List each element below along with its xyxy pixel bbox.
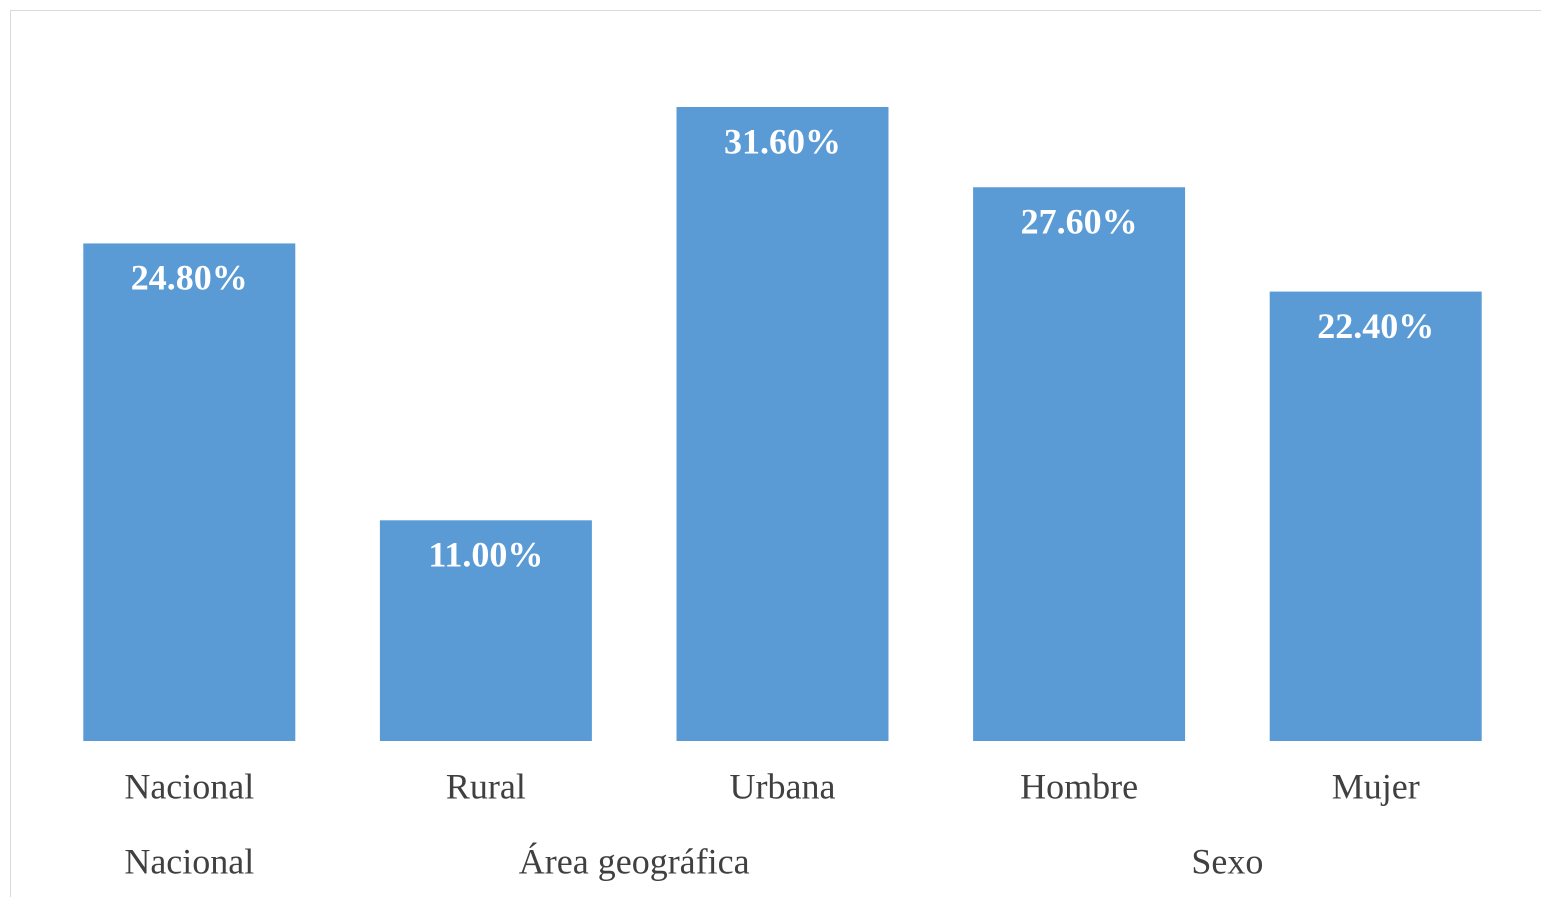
bar bbox=[379, 520, 592, 741]
group-label: Nacional bbox=[124, 841, 254, 881]
group-label: Sexo bbox=[1191, 841, 1263, 881]
bar bbox=[83, 243, 296, 742]
x-tick-label: Hombre bbox=[1020, 766, 1138, 806]
bar bbox=[676, 107, 889, 741]
bar bbox=[973, 187, 1186, 741]
x-tick-label: Urbana bbox=[730, 766, 836, 806]
data-label: 24.80% bbox=[131, 258, 248, 298]
data-label: 31.60% bbox=[724, 121, 841, 161]
x-tick-label: Rural bbox=[446, 766, 526, 806]
data-label: 11.00% bbox=[428, 535, 543, 575]
data-label: 22.40% bbox=[1317, 306, 1434, 346]
bar bbox=[1269, 291, 1482, 741]
data-label: 27.60% bbox=[1021, 202, 1138, 242]
x-tick-label: Nacional bbox=[124, 766, 254, 806]
chart-frame bbox=[10, 10, 1541, 897]
x-tick-label: Mujer bbox=[1332, 766, 1420, 806]
group-label: Área geográfica bbox=[519, 841, 750, 881]
